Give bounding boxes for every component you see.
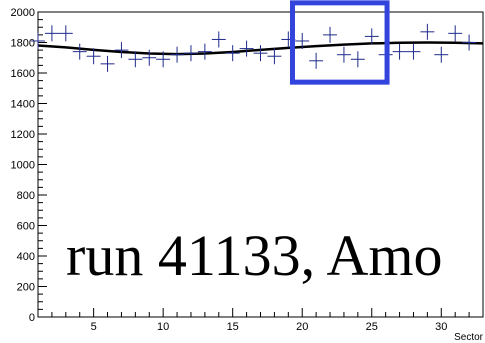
data-point [128, 51, 143, 68]
y-tick-label: 400 [17, 251, 35, 263]
highlight-rectangle [289, 0, 390, 85]
data-point [406, 43, 421, 60]
y-tick-label: 1600 [11, 68, 35, 80]
data-point [197, 43, 212, 60]
y-tick-label: 0 [29, 312, 35, 324]
data-point [309, 52, 324, 69]
x-tick-label: 15 [227, 321, 239, 333]
data-point [142, 49, 157, 66]
y-tick-label: 2000 [11, 7, 35, 19]
data-point [239, 40, 254, 57]
data-point [170, 46, 185, 63]
y-tick-label: 1000 [11, 160, 35, 172]
highlight-box [289, 0, 390, 85]
data-point [253, 45, 268, 62]
data-point [462, 34, 477, 51]
data-point [72, 43, 87, 60]
data-point [225, 45, 240, 62]
data-point [114, 42, 129, 59]
data-point [295, 32, 310, 49]
y-tick-label: 1200 [11, 129, 35, 141]
x-tick-label: 20 [296, 321, 308, 333]
data-point [86, 48, 101, 65]
y-tick-label: 1800 [11, 38, 35, 50]
data-point [323, 26, 337, 43]
data-point [267, 48, 282, 65]
data-point [31, 32, 45, 49]
x-tick-label: 5 [91, 321, 97, 333]
data-point [364, 28, 379, 45]
y-tick-label: 800 [17, 190, 35, 202]
y-tick-label: 1400 [11, 99, 35, 111]
data-point [448, 25, 463, 42]
y-tick-label: 600 [17, 221, 35, 233]
x-axis-label: Sector [454, 332, 484, 343]
data-point [434, 46, 449, 63]
data-point [184, 45, 198, 62]
data-points [31, 23, 477, 72]
data-point [58, 25, 73, 42]
axes: 0 200 400 600 800 1000 1200 1400 1600 1800 2000 5 10… [11, 7, 484, 333]
data-point [392, 43, 407, 60]
run-annotation: run 41133, Amo [66, 223, 442, 288]
data-point [156, 51, 171, 68]
data-point [211, 31, 226, 48]
data-point [350, 51, 365, 68]
data-point [44, 25, 59, 42]
data-point [336, 46, 351, 63]
data-point [100, 55, 115, 72]
x-tick-label: 30 [435, 321, 447, 333]
x-tick-label: 25 [366, 321, 378, 333]
x-tick-label: 10 [157, 321, 169, 333]
y-tick-label: 200 [17, 282, 35, 294]
data-point [420, 23, 435, 40]
